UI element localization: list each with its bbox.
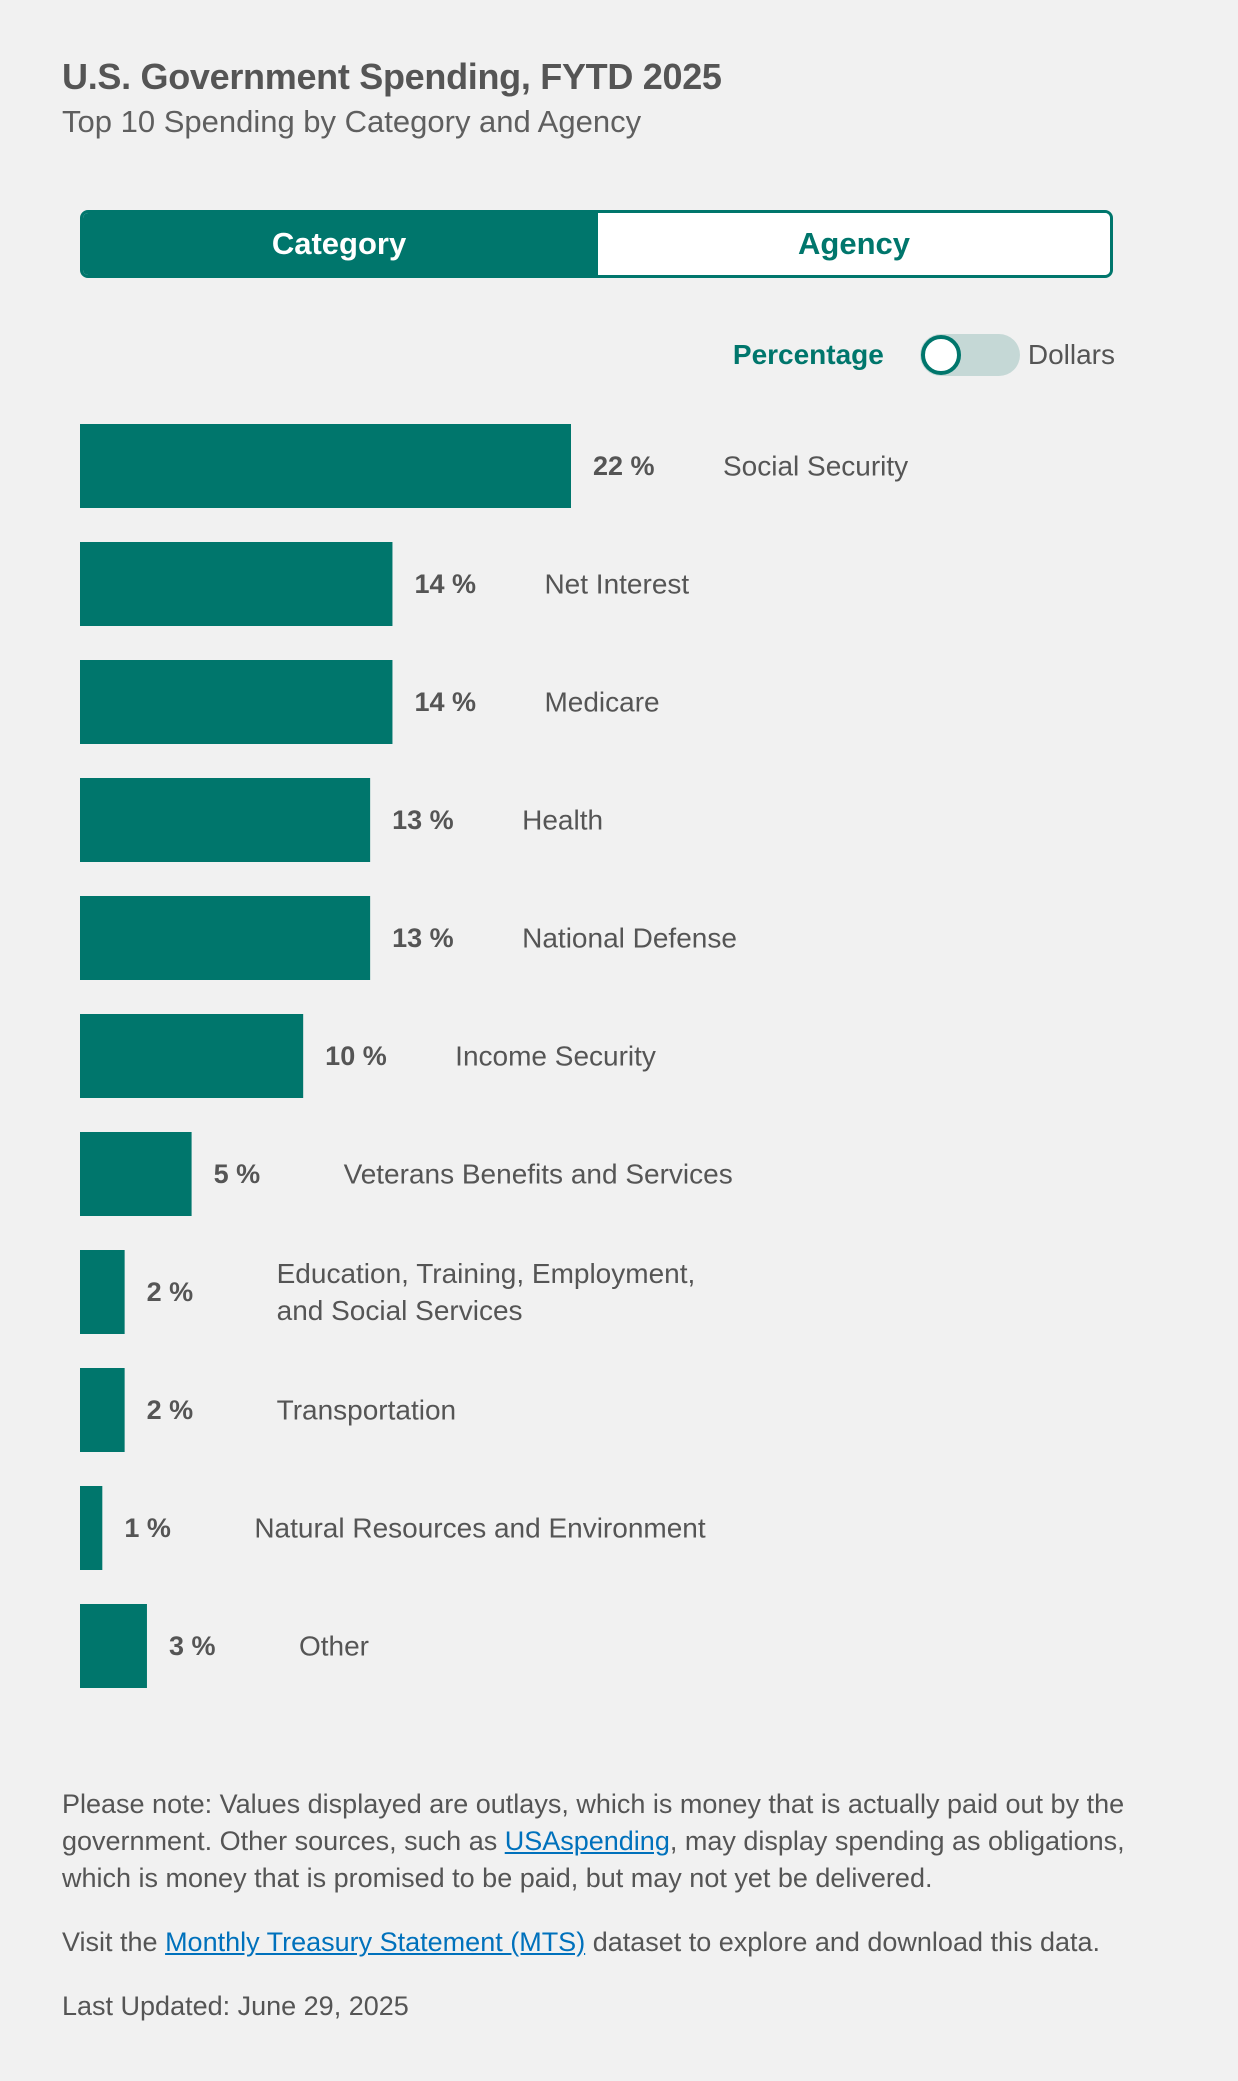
- bar-3[interactable]: [80, 778, 371, 862]
- outlays-note: Please note: Values displayed are outlay…: [62, 1786, 1182, 1897]
- bar-category-label-7: Education, Training, Employment, and Soci…: [277, 1258, 696, 1326]
- bar-value-label-3: 13 %: [392, 805, 454, 835]
- note-text-4: dataset to explore and download this dat…: [585, 1927, 1101, 1957]
- note-text-2: , may display spending as obligations, w…: [62, 1826, 1125, 1893]
- mts-note: Visit the Monthly Treasury Statement (MT…: [62, 1924, 1182, 1961]
- page-title: U.S. Government Spending, FYTD 2025: [62, 56, 722, 97]
- toggle-label-percentage[interactable]: Percentage: [732, 339, 884, 370]
- bar-value-label-7: 2 %: [147, 1277, 194, 1307]
- bar-2[interactable]: [80, 660, 393, 744]
- chart-svg: 22 % Social Security 14 % Net Interest 14 % M…: [80, 424, 908, 1688]
- page-subtitle: Top 10 Spending by Category and Agency: [62, 104, 642, 139]
- tab-agency[interactable]: Agency: [595, 213, 1110, 275]
- bar-category-label-10: Other: [299, 1631, 369, 1662]
- bar-value-label-6: 5 %: [214, 1159, 261, 1189]
- bar-5[interactable]: [80, 1014, 304, 1098]
- bar-value-label-10: 3 %: [169, 1631, 216, 1661]
- bar-8[interactable]: [80, 1368, 125, 1452]
- bar-category-label-1: Net Interest: [544, 569, 689, 600]
- bar-9[interactable]: [80, 1486, 103, 1570]
- bar-6[interactable]: [80, 1132, 192, 1216]
- bar-7[interactable]: [80, 1250, 125, 1334]
- bar-value-label-2: 14 %: [414, 687, 476, 717]
- mts-dataset-link[interactable]: Monthly Treasury Statement (MTS): [165, 1927, 586, 1957]
- bar-category-label-4: National Defense: [522, 923, 737, 954]
- bar-value-label-9: 1 %: [124, 1513, 171, 1543]
- bar-4[interactable]: [80, 896, 371, 980]
- usaspending-link[interactable]: USAspending: [504, 1826, 670, 1856]
- bar-category-label-3: Health: [522, 805, 603, 836]
- bar-value-label-0: 22 %: [593, 451, 655, 481]
- bar-category-label-0: Social Security: [723, 451, 908, 482]
- toggle-label-dollars[interactable]: Dollars: [1027, 339, 1115, 370]
- bar-category-label-6: Veterans Benefits and Services: [344, 1159, 733, 1190]
- bar-category-label-5: Income Security: [455, 1041, 656, 1072]
- bar-category-label-8: Transportation: [277, 1395, 457, 1426]
- view-tabs: Category Agency: [80, 210, 1113, 278]
- spending-bar-chart: 22 % Social Security 14 % Net Interest 14 % M…: [0, 400, 1238, 1720]
- bar-category-label-9: Natural Resources and Environment: [254, 1513, 706, 1544]
- bar-value-label-8: 2 %: [147, 1395, 194, 1425]
- tab-category[interactable]: Category: [83, 213, 595, 275]
- bar-category-label-2: Medicare: [544, 687, 659, 718]
- footnotes: Please note: Values displayed are outlay…: [62, 1786, 1182, 2052]
- bar-0[interactable]: [80, 424, 571, 508]
- bar-1[interactable]: [80, 542, 393, 626]
- last-updated: Last Updated: June 29, 2025: [62, 1991, 409, 2021]
- percentage-dollars-switch[interactable]: [919, 334, 1020, 376]
- switch-knob[interactable]: [920, 335, 961, 375]
- note-text-3: Visit the: [62, 1927, 166, 1957]
- bar-value-label-5: 10 %: [325, 1041, 387, 1071]
- note-text-1: Please note: Values displayed are outlay…: [62, 1789, 1125, 1856]
- display-toggle: Percentage Dollars: [733, 333, 1115, 377]
- bar-value-label-4: 13 %: [392, 923, 454, 953]
- bar-10[interactable]: [80, 1604, 147, 1688]
- bar-value-label-1: 14 %: [414, 569, 476, 599]
